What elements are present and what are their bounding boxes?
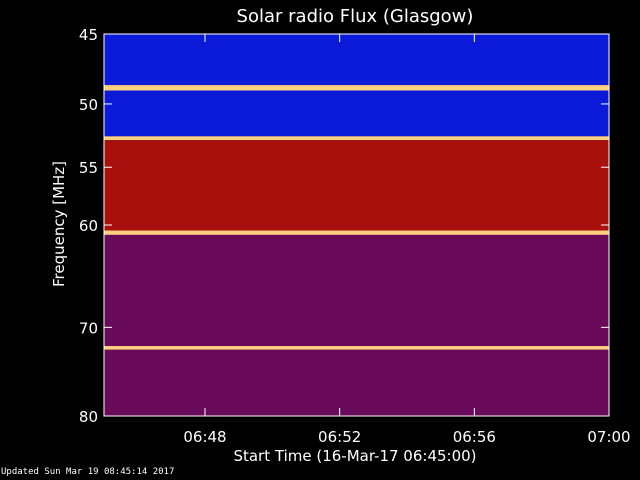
x-axis-label: Start Time (16-Mar-17 06:45:00)	[233, 447, 476, 465]
y-tick-label: 80	[79, 408, 98, 426]
x-tick-label: 06:52	[318, 428, 361, 446]
y-tick-label: 70	[79, 319, 98, 337]
y-axis: 45 50 55 60 70 80	[79, 26, 609, 426]
band-low	[104, 34, 609, 86]
y-tick-label: 55	[79, 159, 98, 177]
y-axis-label: Frequency [MHz]	[50, 161, 68, 287]
band-low	[104, 90, 609, 137]
x-tick-label: 07:00	[587, 428, 630, 446]
band-peak	[104, 85, 609, 91]
x-tick-label: 06:48	[183, 428, 226, 446]
plot-area	[103, 33, 610, 417]
band-mid	[104, 349, 609, 416]
x-axis: 06:48 06:52 06:56 07:00	[183, 34, 631, 446]
y-tick-label: 45	[79, 26, 98, 44]
x-tick-label: 06:56	[453, 428, 496, 446]
y-tick-label: 60	[79, 217, 98, 235]
y-tick-label: 50	[79, 96, 98, 114]
band-peak	[104, 136, 609, 141]
updated-timestamp: Updated Sun Mar 19 08:45:14 2017	[1, 467, 175, 477]
chart-title: Solar radio Flux (Glasgow)	[237, 6, 474, 27]
band-mid	[104, 234, 609, 347]
band-peak	[104, 346, 609, 350]
band-high	[104, 140, 609, 231]
band-peak	[104, 230, 609, 235]
